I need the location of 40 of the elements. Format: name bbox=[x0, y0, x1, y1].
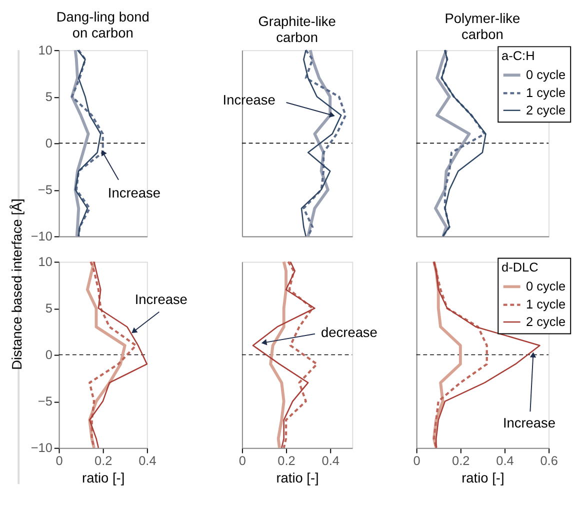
legend-title: d-DLC bbox=[502, 260, 538, 275]
y-tick-label: 0 bbox=[45, 347, 52, 362]
legend-label: 2 cycle bbox=[526, 102, 566, 118]
y-tick-label: 5 bbox=[45, 89, 52, 104]
annotation: Increase bbox=[134, 292, 188, 308]
annotation: Increase bbox=[222, 92, 276, 108]
annotation: Increase bbox=[502, 415, 556, 430]
annotation: decrease bbox=[321, 324, 378, 340]
y-tick-label: −10 bbox=[30, 440, 52, 456]
y-tick-label: 0 bbox=[45, 136, 52, 151]
y-tick-label: −5 bbox=[38, 394, 52, 409]
x-tick-label: 0.2 bbox=[452, 452, 470, 468]
y-tick-label: 10 bbox=[38, 42, 52, 58]
y-axis-title: Distance based interface [Å] bbox=[10, 198, 25, 370]
y-tick-label: −5 bbox=[38, 182, 52, 198]
x-axis-title: ratio [-] bbox=[462, 470, 504, 486]
x-tick-label: 0 bbox=[238, 452, 246, 468]
legend-label: 1 cycle bbox=[526, 296, 566, 312]
y-tick-label: −10 bbox=[30, 228, 52, 244]
legend-label: 1 cycle bbox=[526, 85, 566, 100]
y-tick-label: 10 bbox=[38, 254, 52, 270]
x-tick-label: 0.2 bbox=[94, 452, 112, 468]
x-tick-label: 0 bbox=[413, 452, 420, 468]
x-tick-label: 0.4 bbox=[138, 452, 156, 468]
x-axis-title: ratio [-] bbox=[276, 470, 319, 486]
x-tick-label: 0.2 bbox=[278, 452, 296, 468]
legend-title: a-C:H bbox=[502, 48, 535, 63]
legend-label: 2 cycle bbox=[526, 314, 566, 329]
annotation: Increase bbox=[108, 186, 161, 201]
chart-title: Polymer-like carbon bbox=[444, 11, 521, 42]
chart-title: Graphite-like carbon bbox=[258, 14, 336, 45]
y-tick-label: 5 bbox=[45, 300, 52, 316]
x-tick-label: 0.6 bbox=[540, 452, 558, 468]
x-tick-label: 0 bbox=[56, 452, 63, 468]
x-tick-label: 0.4 bbox=[322, 452, 340, 468]
legend-label: 0 cycle bbox=[526, 67, 566, 82]
chart-title: Dang-ling bond on carbon bbox=[56, 10, 150, 40]
legend-label: 0 cycle bbox=[526, 278, 566, 294]
x-tick-label: 0.4 bbox=[496, 452, 514, 468]
x-axis-title: ratio [-] bbox=[82, 470, 125, 486]
